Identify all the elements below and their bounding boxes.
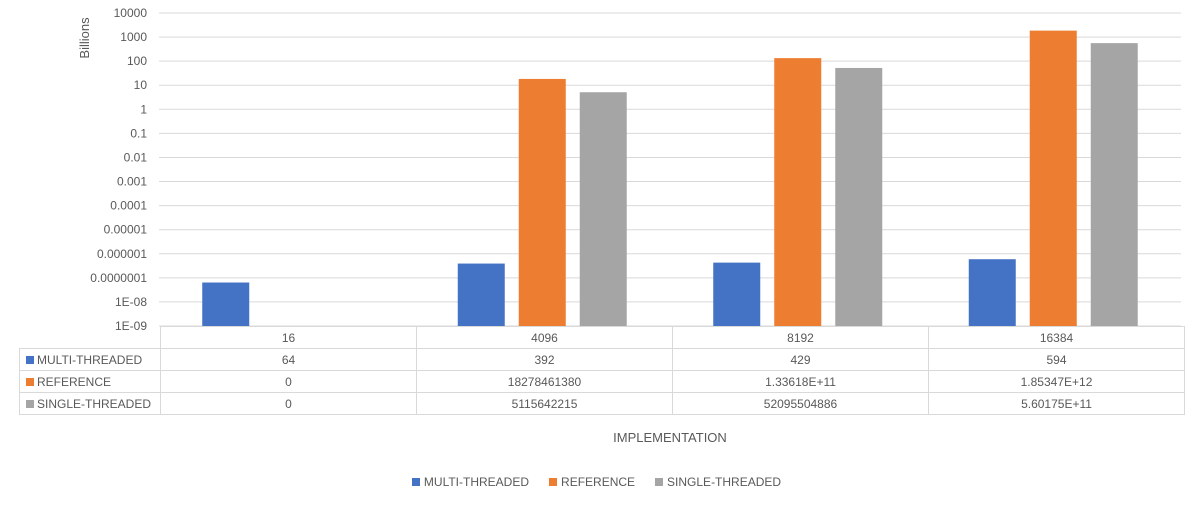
data-label: 64 [160,348,417,371]
legend-swatch [655,478,664,486]
y-tick-label: 10 [134,78,148,92]
legend: MULTI-THREADED REFERENCE SINGLE-THREADED [0,475,1193,489]
bar-multi-threaded-16 [202,282,250,326]
legend-swatch [26,355,34,364]
series-row-label: REFERENCE [19,370,161,393]
gridlines [159,12,1181,327]
chart-plot: Billions 10000 1000 100 10 1 0.1 0.01 0.001 0.00… [77,6,1181,330]
bar-multi-threaded-8192 [713,262,761,326]
data-label: 0 [160,392,417,415]
series-row-label: MULTI-THREADED [19,348,161,371]
y-tick-label: 0.0000001 [90,271,147,285]
data-label: 5115642215 [416,392,673,415]
bar-reference-16384 [1029,30,1077,326]
y-axis-ticks: 10000 1000 100 10 1 0.1 0.01 0.001 0.0001 0.00001… [90,6,147,330]
bars [202,30,1138,327]
data-label: 18278461380 [416,370,673,393]
data-label: 5.60175E+11 [928,392,1185,415]
data-label: 392 [416,348,673,371]
y-tick-label: 100 [127,54,147,68]
bar-single-threaded-4096 [579,92,627,326]
legend-label: REFERENCE [561,475,636,489]
y-tick-label: 0.000001 [97,247,147,261]
y-axis-label: Billions [77,17,92,59]
y-tick-label: 0.1 [130,126,147,140]
data-label: 594 [928,348,1185,371]
y-tick-label: 0.01 [124,150,148,164]
legend-swatch [26,377,34,386]
y-tick-label: 0.00001 [104,223,148,237]
data-label: 429 [672,348,929,371]
table-corner [19,326,161,349]
data-label: 1.33618E+11 [672,370,929,393]
y-tick-label: 1E-08 [115,295,147,309]
data-table: 16 4096 8192 16384 MULTI-THREADED 64 392 429 594… [19,326,1185,415]
legend-item: SINGLE-THREADED [655,475,781,489]
y-tick-label: 1E-09 [115,319,147,330]
category-label: 8192 [672,326,929,349]
table-row: REFERENCE 0 18278461380 1.33618E+11 1.85347E… [19,370,1185,393]
bar-multi-threaded-16384 [968,259,1016,326]
legend-label: MULTI-THREADED [423,475,530,489]
y-tick-label: 0.001 [117,175,147,189]
y-tick-label: 10000 [114,6,148,20]
table-row: MULTI-THREADED 64 392 429 594 [19,348,1185,371]
legend-item: MULTI-THREADED [411,475,530,489]
legend-label: SINGLE-THREADED [667,475,782,489]
y-tick-label: 1000 [120,30,147,44]
bar-multi-threaded-4096 [457,263,505,326]
table-header-row: 16 4096 8192 16384 [19,326,1185,349]
data-label: 52095504886 [672,392,929,415]
legend-item: REFERENCE [549,475,635,489]
legend-swatch [26,399,34,408]
bar-single-threaded-16384 [1090,43,1138,327]
data-label: 1.85347E+12 [928,370,1185,393]
category-label: 4096 [416,326,673,349]
bar-reference-4096 [518,78,566,326]
category-label: 16 [160,326,417,349]
data-label: 0 [160,370,417,393]
category-label: 16384 [928,326,1185,349]
legend-swatch [411,478,420,486]
y-tick-label: 1 [140,102,147,116]
table-row: SINGLE-THREADED 0 5115642215 52095504886 5.6… [19,392,1185,415]
legend-swatch [549,478,558,486]
x-axis-title: IMPLEMENTATION [613,430,727,445]
series-row-label: SINGLE-THREADED [19,392,161,415]
y-tick-label: 0.0001 [110,199,147,213]
bar-reference-8192 [774,58,822,326]
bar-single-threaded-8192 [835,67,883,327]
